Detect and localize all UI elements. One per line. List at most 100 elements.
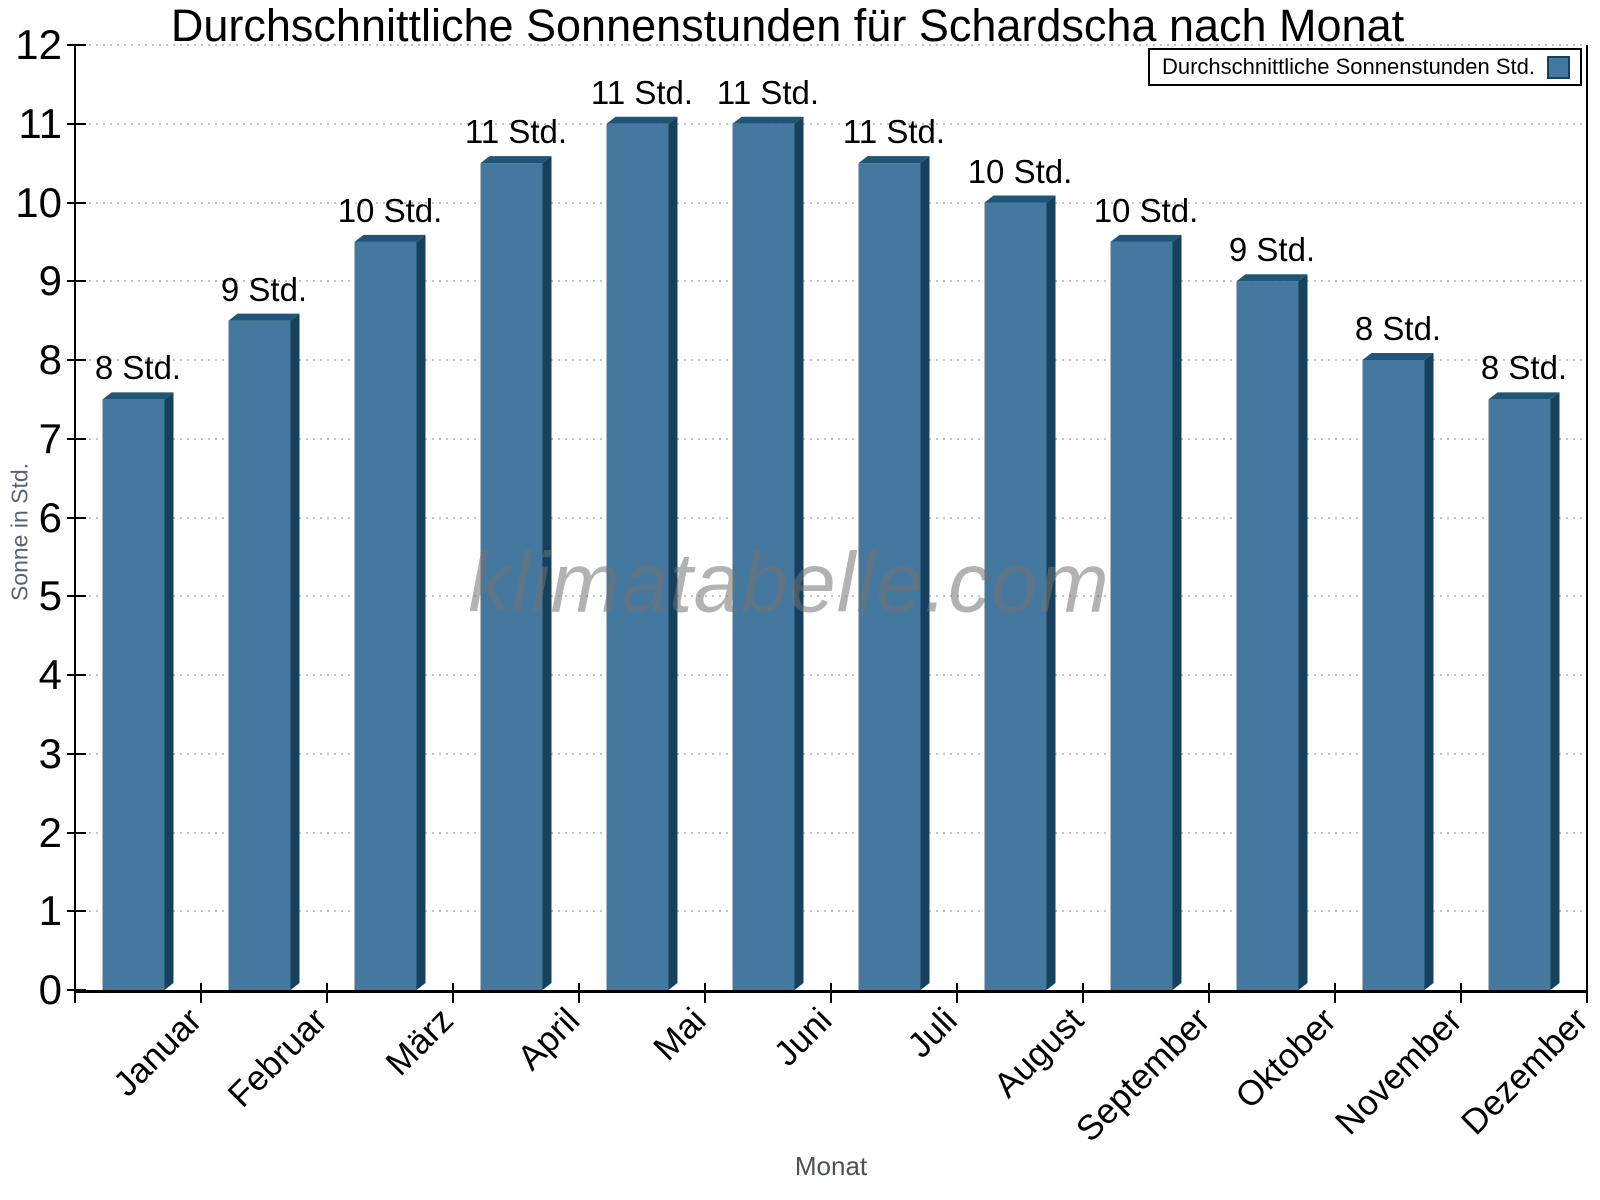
bar-august — [984, 195, 1056, 990]
y-tick-label: 12 — [15, 21, 62, 68]
y-tick — [67, 674, 86, 676]
x-tick — [452, 983, 454, 1003]
bar-value-label: 11 Std. — [464, 113, 568, 151]
bar-top-face — [858, 156, 930, 164]
bar-value-label: 10 Std. — [337, 191, 443, 229]
y-tick — [67, 752, 86, 755]
bar-side-face — [1298, 274, 1308, 990]
bar-front-face — [228, 320, 291, 990]
bar-top-face — [1110, 234, 1182, 242]
bar-top-face — [354, 234, 426, 242]
bar-front-face — [1236, 281, 1299, 990]
x-tick — [578, 983, 580, 1003]
y-tick-label: 4 — [38, 651, 62, 698]
x-tick — [1082, 983, 1084, 1003]
y-tick — [67, 910, 86, 913]
bar-top-face — [102, 392, 174, 400]
x-tick — [704, 983, 706, 1003]
y-tick-label: 8 — [38, 336, 62, 383]
bar-value-label: 11 Std. — [590, 73, 694, 111]
bar-side-face — [1046, 195, 1056, 990]
bar-januar — [102, 392, 174, 990]
bar-side-face — [920, 156, 930, 990]
bar-value-label: 8 Std. — [1480, 349, 1568, 387]
bar-november — [1362, 353, 1434, 990]
gridline — [75, 201, 1587, 204]
gridline — [75, 280, 1587, 283]
y-tick — [67, 122, 86, 125]
bar-value-label: 8 Std. — [1354, 310, 1442, 347]
legend-label: Durchschnittliche Sonnenstunden Std. — [1161, 54, 1535, 79]
gridline — [75, 44, 1587, 46]
chart-title: Durchschnittliche Sonnenstunden für Scha… — [170, 0, 1405, 51]
gridline — [75, 516, 1587, 519]
bar-top-face — [228, 313, 300, 321]
bar-front-face — [1362, 360, 1425, 990]
bar-top-face — [984, 195, 1056, 203]
y-tick-label: 3 — [38, 729, 62, 777]
y-axis-label: Sonne in Std. — [6, 462, 33, 602]
x-axis-line — [74, 990, 1588, 993]
gridline — [75, 674, 1587, 676]
bar-top-face — [480, 156, 552, 164]
bar-top-face — [1236, 274, 1308, 282]
bar-märz — [354, 234, 426, 990]
bar-front-face — [1488, 399, 1551, 990]
bar-top-face — [1488, 392, 1560, 400]
bar-juli — [858, 156, 930, 990]
x-tick — [1334, 983, 1336, 1003]
bar-front-face — [984, 202, 1047, 990]
gridline — [75, 437, 1587, 440]
y-tick — [67, 280, 86, 283]
bar-top-face — [732, 116, 804, 124]
watermark: klimatabelle.com — [468, 535, 1110, 630]
legend-swatch-icon — [1547, 55, 1570, 79]
bar-april — [480, 156, 552, 990]
bar-side-face — [164, 392, 174, 990]
x-tick — [200, 983, 202, 1003]
y-tick-label: 5 — [38, 572, 62, 620]
bar-side-face — [542, 156, 552, 990]
bar-value-label: 9 Std. — [1228, 231, 1316, 269]
x-tick — [956, 983, 958, 1003]
legend: Durchschnittliche Sonnenstunden Std. — [1147, 48, 1582, 86]
y-tick — [67, 44, 86, 46]
bar-side-face — [290, 313, 300, 990]
bar-side-face — [794, 116, 804, 990]
y-tick — [67, 516, 86, 519]
y-tick-label: 7 — [38, 414, 62, 462]
gridline — [75, 359, 1587, 361]
gridline — [75, 752, 1587, 755]
x-tick — [830, 983, 832, 1003]
y-tick — [67, 359, 86, 361]
bar-top-face — [606, 116, 678, 124]
y-tick-label: 11 — [18, 99, 62, 147]
bar-februar — [228, 313, 300, 990]
bar-value-label: 10 Std. — [967, 152, 1073, 190]
y-tick — [67, 437, 86, 440]
bar-value-label: 11 Std. — [716, 73, 820, 111]
bar-front-face — [858, 163, 921, 990]
x-tick — [1208, 983, 1210, 1003]
bar-oktober — [1236, 274, 1308, 990]
x-tick — [1586, 983, 1588, 1003]
bar-side-face — [416, 234, 426, 990]
bar-front-face — [1110, 241, 1173, 990]
bar-front-face — [480, 163, 543, 990]
bar-dezember — [1488, 392, 1560, 990]
y-tick — [67, 201, 86, 204]
y-tick-label: 10 — [15, 178, 62, 226]
y-tick-label: 2 — [38, 808, 62, 856]
bar-side-face — [1424, 353, 1434, 990]
bar-front-face — [102, 399, 165, 990]
y-tick-label: 1 — [38, 887, 62, 935]
plot-right-border — [1586, 45, 1588, 993]
gridline — [75, 122, 1587, 125]
bar-september — [1110, 234, 1182, 990]
bar-value-label: 11 Std. — [842, 113, 946, 151]
y-tick — [67, 595, 86, 598]
y-tick — [67, 831, 86, 834]
x-tick — [1460, 983, 1462, 1003]
